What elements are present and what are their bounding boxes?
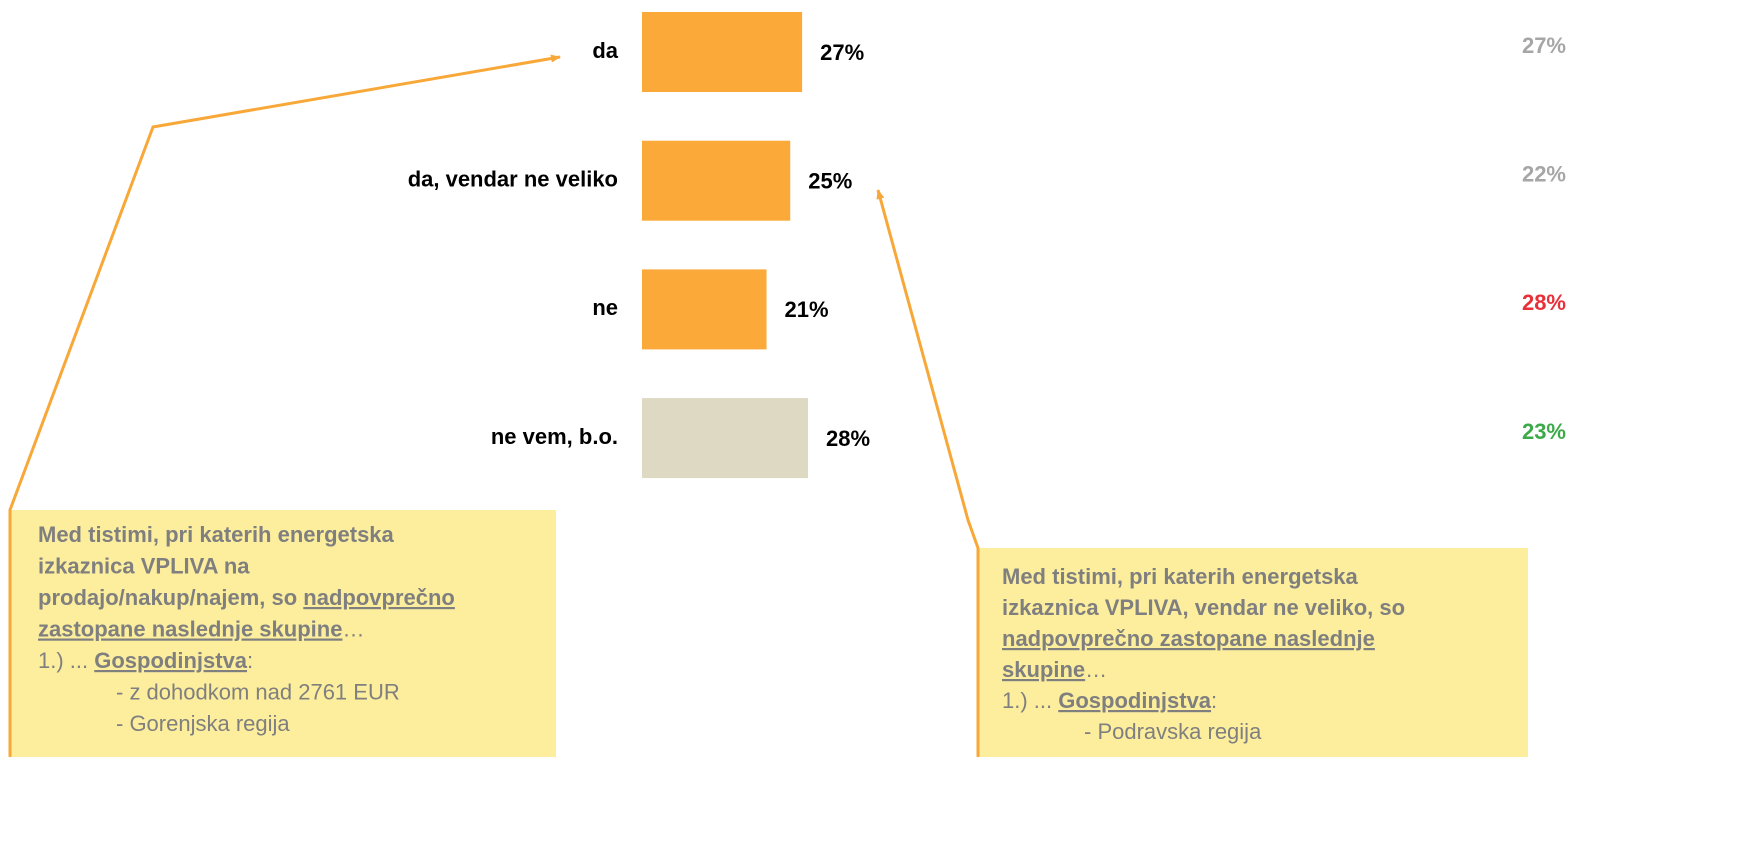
annotation-text: Med tistimi, pri katerih energetska (1002, 564, 1359, 589)
category-label: da, vendar ne veliko (408, 167, 618, 192)
annotation-text: zastopane naslednje skupine… (38, 616, 364, 641)
bar (642, 140, 791, 221)
comparison-label: 22% (1522, 162, 1566, 187)
annotation-text: izkaznica VPLIVA na (38, 553, 250, 578)
comparison-label: 27% (1522, 33, 1566, 58)
annotation-run: izkaznica VPLIVA, vendar ne veliko, so (1002, 595, 1405, 620)
annotation-text: izkaznica VPLIVA, vendar ne veliko, so (1002, 595, 1405, 620)
annotation-run: nadpovprečno zastopane naslednje (1002, 626, 1375, 651)
annotation-run: - Podravska regija (1084, 719, 1262, 744)
bar (642, 12, 803, 92)
value-label: 21% (785, 297, 829, 322)
annotation-text: 1.) ... Gospodinjstva: (38, 648, 253, 673)
callout-arrow (8, 54, 561, 757)
annotation-run: izkaznica VPLIVA na (38, 553, 250, 578)
bar (642, 398, 809, 479)
annotation-run: : (1211, 688, 1217, 713)
annotation-text: nadpovprečno zastopane naslednje (1002, 626, 1375, 651)
annotation-text: skupine… (1002, 657, 1107, 682)
comparison-label: 28% (1522, 290, 1566, 315)
annotation-run: Gospodinjstva (94, 648, 248, 673)
callout-arrow (876, 189, 980, 757)
annotation-run: : (247, 648, 253, 673)
annotation-run: prodajo/nakup/najem, so (38, 585, 303, 610)
value-label: 25% (808, 169, 852, 194)
annotation-text: prodajo/nakup/najem, so nadpovprečno (38, 585, 455, 610)
annotation-run: Med tistimi, pri katerih energetska (1002, 564, 1359, 589)
category-label: ne (592, 295, 618, 320)
annotation-run: Med tistimi, pri katerih energetska (38, 522, 395, 547)
annotation-run: - Gorenjska regija (116, 711, 290, 736)
annotation-run: - z dohodkom nad 2761 EUR (116, 679, 400, 704)
annotation-run: nadpovprečno (303, 585, 455, 610)
annotation-run: … (1085, 657, 1107, 682)
annotation-box (10, 510, 556, 757)
value-label: 27% (820, 40, 864, 65)
annotation-text: - z dohodkom nad 2761 EUR (116, 679, 400, 704)
annotation-box (978, 548, 1528, 757)
value-label: 28% (826, 426, 870, 451)
category-label: da (592, 38, 618, 63)
annotation-run: 1.) ... (38, 648, 94, 673)
annotation-run: Gospodinjstva (1058, 688, 1212, 713)
annotation-text: Med tistimi, pri katerih energetska (38, 522, 395, 547)
annotation-run: zastopane naslednje skupine (38, 616, 342, 641)
annotation-run: … (342, 616, 364, 641)
annotation-run: 1.) ... (1002, 688, 1058, 713)
annotation-run: skupine (1002, 657, 1085, 682)
annotation-text: - Gorenjska regija (116, 711, 290, 736)
annotation-text: 1.) ... Gospodinjstva: (1002, 688, 1217, 713)
annotation-text: - Podravska regija (1084, 719, 1262, 744)
category-label: ne vem, b.o. (491, 424, 618, 449)
bar (642, 269, 767, 350)
comparison-label: 23% (1522, 419, 1566, 444)
